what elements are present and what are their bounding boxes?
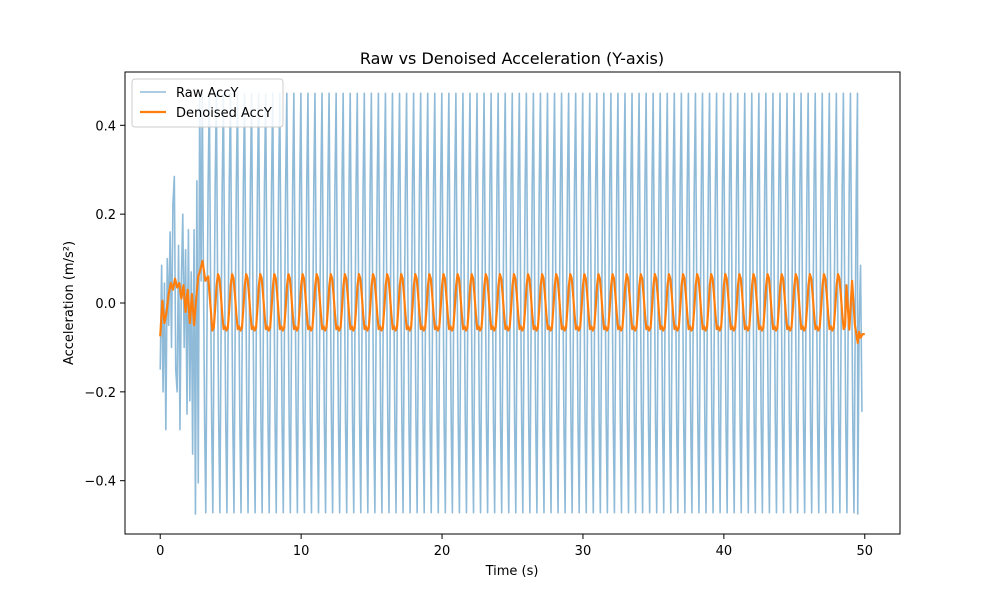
x-tick-label: 10 [293,544,310,559]
y-tick-label: 0.2 [95,208,116,223]
y-tick-label: 0.0 [95,297,116,312]
series-line-denoised-accy [159,259,865,345]
x-tick-label: 40 [716,544,733,559]
y-axis-label: Acceleration (m/s²) [62,241,77,365]
y-tick-label: 0.4 [95,119,116,134]
legend-label-raw: Raw AccY [176,86,238,101]
x-axis-ticks: 0 10 20 30 40 50 [156,534,873,559]
x-tick-label: 0 [156,544,164,559]
plot-area [159,92,865,515]
x-tick-label: 20 [434,544,451,559]
x-tick-label: 30 [575,544,592,559]
legend: Raw AccY Denoised AccY [131,78,284,128]
legend-box [131,78,284,128]
y-tick-label: −0.4 [84,475,116,490]
series-line-raw-accy [159,92,863,515]
legend-label-denoised: Denoised AccY [176,106,272,121]
y-axis-ticks: −0.4 −0.2 0.0 0.2 0.4 [84,119,125,490]
y-tick-label: −0.2 [84,386,116,401]
x-tick-label: 50 [856,544,873,559]
chart-title: Raw vs Denoised Acceleration (Y-axis) [360,49,664,68]
x-axis-label: Time (s) [485,564,539,579]
